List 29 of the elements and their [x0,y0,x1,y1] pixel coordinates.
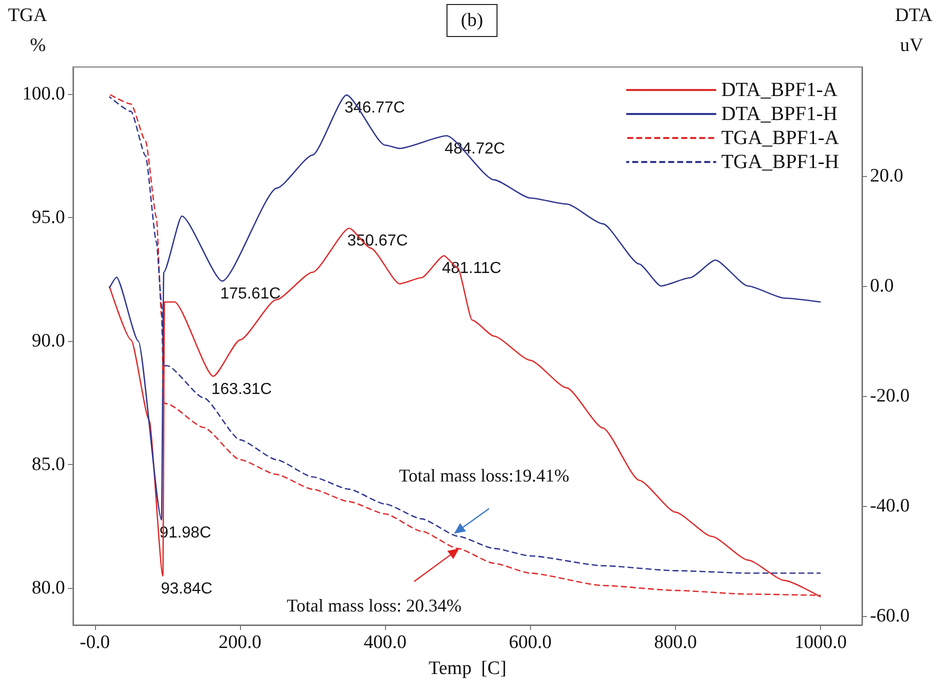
y2-tick-label: -40.0 [870,496,910,517]
x-tick-label: -0.0 [80,632,110,653]
y-tick-label: 85.0 [32,454,65,476]
chart-title: (b) [460,10,484,31]
annotation: Total mass loss:19.41% [398,466,570,486]
y-tick-label: 80.0 [32,577,65,598]
y2-tick-label: 0.0 [870,276,894,297]
x-tick-label: 600.0 [508,632,552,653]
x-axis-title: Temp [C] [428,658,506,679]
annotation: 163.31C [211,380,272,398]
legend-label: DTA_BPF1-A [721,79,838,101]
x-tick-label: 1000.0 [794,632,847,653]
annotation: 175.61C [220,286,281,303]
y2-tick-label: -60.0 [870,606,910,627]
x-tick-label: 200.0 [218,632,262,653]
x-tick-label: 800.0 [654,632,697,653]
legend-label: DTA_BPF1-H [721,103,838,125]
annotation: Total mass loss: 20.34% [286,595,462,616]
y-tick-label: 100.0 [22,84,65,105]
y-tick-label: 95.0 [32,207,65,228]
y-tick-label: 90.0 [32,330,65,352]
y2-axis-title: DTA uV [895,5,933,56]
y2-tick-label: 20.0 [870,165,904,186]
legend-label: TGA_BPF1-A [721,127,840,149]
legend-label: TGA_BPF1-H [721,151,840,173]
x-tick-label: 400.0 [364,632,406,653]
annotation: 93.84C [160,580,212,598]
y-axis-title: TGA % [8,5,48,56]
y2-tick-label: -20.0 [870,386,910,407]
